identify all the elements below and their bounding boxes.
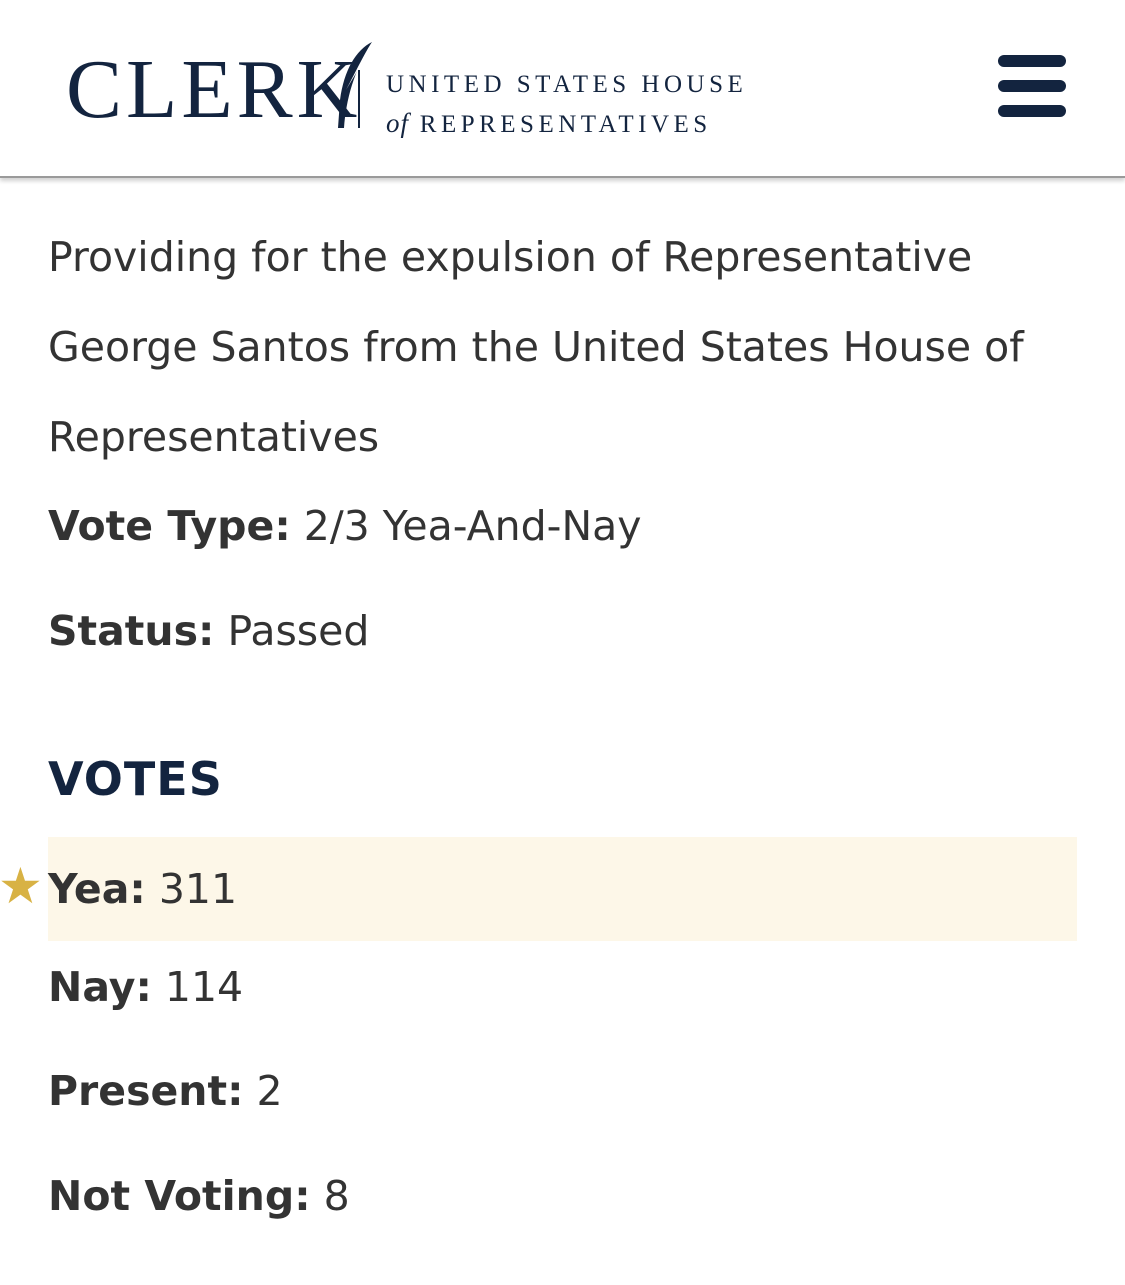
vote-type-label: Vote Type:: [48, 502, 291, 550]
tagline-line2: REPRESENTATIVES: [419, 111, 712, 138]
yea-value: 311: [158, 865, 238, 913]
logo-text: CLERK: [66, 43, 362, 136]
logo-divider: [358, 70, 360, 128]
vote-row-present: Present: 2: [48, 1039, 1077, 1143]
tagline-line1: UNITED STATES HOUSE: [386, 71, 748, 98]
quill-icon: [338, 42, 372, 128]
present-label: Present:: [48, 1067, 244, 1115]
nay-label: Nay:: [48, 963, 152, 1011]
yea-label: Yea:: [48, 865, 146, 913]
not-voting-value: 8: [323, 1172, 350, 1220]
star-icon: ★: [0, 857, 43, 915]
status-value: Passed: [227, 607, 370, 655]
vote-type: Vote Type: 2/3 Yea-And-Nay: [48, 502, 642, 550]
vote-row-yea: ★ Yea: 311: [0, 837, 1077, 941]
nay-value: 114: [164, 963, 244, 1011]
vote-type-value: 2/3 Yea-And-Nay: [303, 502, 642, 550]
vote-row-nay: Nay: 114: [48, 935, 1077, 1039]
hamburger-menu-icon[interactable]: [998, 55, 1066, 119]
status-label: Status:: [48, 607, 215, 655]
clerk-logo[interactable]: CLERK UNITED STATES HOUSE of REPRESENTAT…: [66, 40, 743, 140]
present-value: 2: [256, 1067, 283, 1115]
tagline-of: of: [386, 108, 410, 138]
logo-tagline: UNITED STATES HOUSE of REPRESENTATIVES: [386, 66, 747, 144]
vote-row-not-voting: Not Voting: 8: [48, 1144, 1077, 1248]
not-voting-label: Not Voting:: [48, 1172, 311, 1220]
vote-description: Providing for the expulsion of Represent…: [48, 233, 1024, 461]
site-header: CLERK UNITED STATES HOUSE of REPRESENTAT…: [0, 0, 1125, 178]
vote-status: Status: Passed: [48, 607, 369, 655]
votes-heading: VOTES: [48, 752, 223, 806]
